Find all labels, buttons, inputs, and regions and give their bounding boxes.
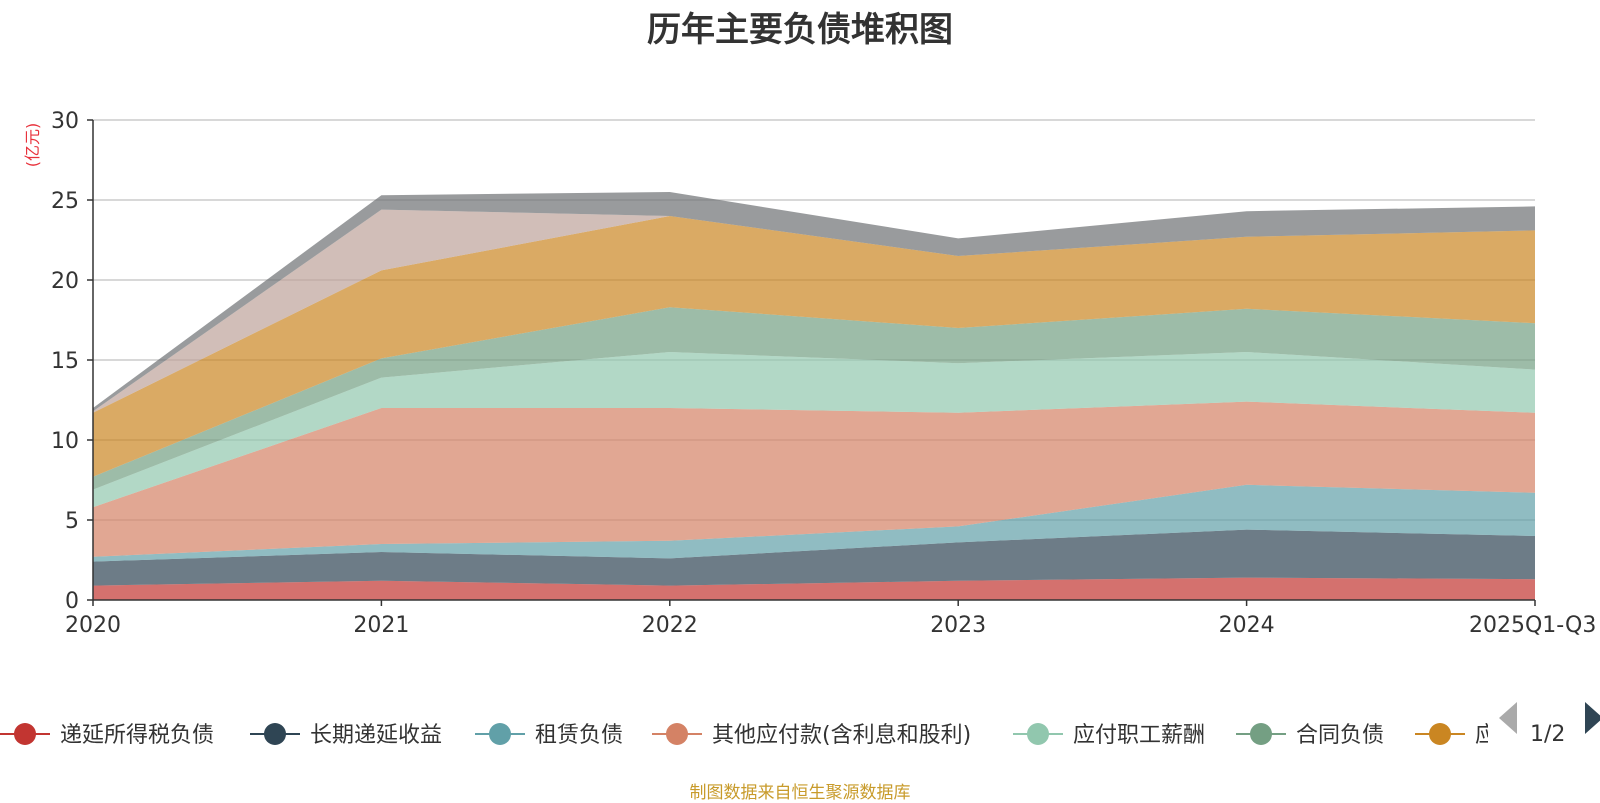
legend-item[interactable]: 应付职工薪酬	[1013, 723, 1205, 748]
area-series-0[interactable]	[93, 577, 1535, 600]
x-tick-label: 2022	[642, 613, 698, 638]
legend-label: 合同负债	[1296, 723, 1384, 748]
area-series-8[interactable]	[93, 192, 1535, 412]
legend-marker-icon	[1027, 723, 1049, 745]
area-series-3[interactable]	[93, 401, 1535, 557]
legend-marker-icon	[1429, 723, 1451, 745]
axes: 0 5 10 15 20 25 30 2020 2021 2022 2023 2024 2025Q1-Q…	[51, 109, 1596, 638]
legend-marker-icon	[1250, 723, 1272, 745]
legend-item[interactable]: 应付账款	[1415, 723, 1563, 748]
legend-item[interactable]: 其他应付款(含利息和股利)	[652, 723, 971, 748]
chart-title: 历年主要负债堆积图	[647, 10, 953, 50]
legend-marker-icon	[14, 723, 36, 745]
legend-item[interactable]: 长期递延收益	[250, 723, 442, 748]
y-tick-label: 25	[51, 189, 79, 214]
area-series-layer	[93, 192, 1535, 600]
legend-label: 应付账款	[1475, 723, 1563, 748]
area-series-6[interactable]	[93, 216, 1535, 477]
area-series-2[interactable]	[93, 484, 1535, 562]
y-tick-label: 5	[65, 509, 79, 534]
legend-next-page-icon[interactable]	[1585, 702, 1600, 734]
legend-pager[interactable]: 1/2	[1499, 702, 1600, 747]
legend[interactable]: 递延所得税负债 长期递延收益 租赁负债 其他应付款(含利息和股利) 应付职工薪酬 合同负债…	[0, 723, 1563, 748]
x-tick-label: 2024	[1219, 613, 1275, 638]
legend-marker-icon	[264, 723, 286, 745]
x-tick-label: 2023	[930, 613, 986, 638]
y-tick-label: 20	[51, 269, 79, 294]
y-tick-label: 15	[51, 349, 79, 374]
legend-label: 其他应付款(含利息和股利)	[712, 723, 971, 748]
x-tick-label: 2020	[65, 613, 121, 638]
legend-label: 递延所得税负债	[60, 723, 214, 748]
legend-label: 应付职工薪酬	[1073, 723, 1205, 748]
legend-item[interactable]: 合同负债	[1236, 723, 1384, 748]
legend-prev-page-icon[interactable]	[1499, 702, 1517, 734]
legend-page-indicator: 1/2	[1530, 722, 1565, 747]
legend-item[interactable]: 递延所得税负债	[0, 723, 214, 748]
y-tick-label: 10	[51, 429, 79, 454]
y-tick-label: 30	[51, 109, 79, 134]
source-note: 制图数据来自恒生聚源数据库	[689, 783, 911, 803]
legend-marker-icon	[666, 723, 688, 745]
area-series-4[interactable]	[93, 352, 1535, 508]
area-series-5[interactable]	[93, 307, 1535, 490]
legend-label: 租赁负债	[535, 723, 623, 748]
x-tick-label: 2021	[353, 613, 409, 638]
area-series-1[interactable]	[93, 529, 1535, 586]
legend-item[interactable]: 租赁负债	[475, 723, 623, 748]
y-tick-label: 0	[65, 589, 79, 614]
legend-marker-icon	[489, 723, 511, 745]
y-axis-unit-label: (亿元)	[23, 123, 42, 168]
x-tick-label: 2025Q1-Q3	[1469, 613, 1596, 638]
legend-label: 长期递延收益	[310, 723, 442, 748]
